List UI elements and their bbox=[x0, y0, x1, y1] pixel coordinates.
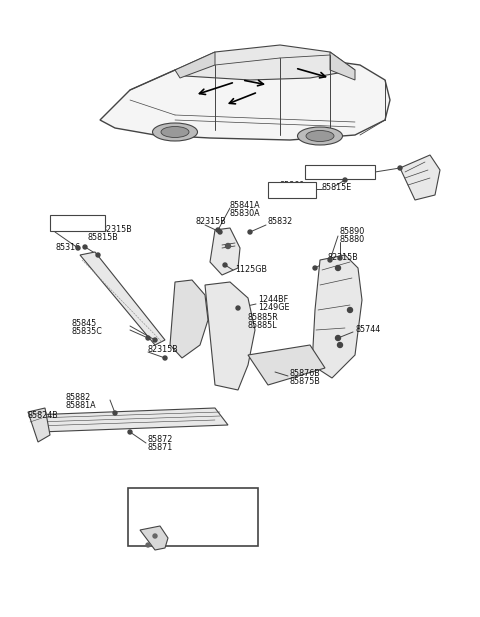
Bar bbox=[268, 182, 316, 198]
Circle shape bbox=[153, 534, 157, 538]
Polygon shape bbox=[248, 345, 325, 385]
Circle shape bbox=[216, 228, 220, 232]
Circle shape bbox=[113, 411, 117, 415]
Text: 85885R: 85885R bbox=[248, 313, 279, 323]
Text: 85871: 85871 bbox=[148, 444, 173, 452]
Text: 85876B: 85876B bbox=[290, 368, 321, 378]
Text: 85845: 85845 bbox=[72, 318, 97, 328]
Polygon shape bbox=[205, 282, 255, 390]
Text: 85839C: 85839C bbox=[324, 167, 355, 176]
Text: 85860: 85860 bbox=[279, 181, 305, 191]
Circle shape bbox=[146, 543, 150, 547]
Text: 85316: 85316 bbox=[55, 242, 80, 252]
Text: 85850: 85850 bbox=[279, 189, 305, 199]
Ellipse shape bbox=[298, 127, 343, 145]
Circle shape bbox=[336, 336, 340, 341]
Ellipse shape bbox=[153, 123, 197, 141]
Circle shape bbox=[76, 246, 80, 250]
Circle shape bbox=[128, 430, 132, 434]
Text: 85841A: 85841A bbox=[230, 201, 261, 210]
Polygon shape bbox=[210, 228, 240, 275]
Polygon shape bbox=[312, 255, 362, 378]
Text: 85815E: 85815E bbox=[322, 183, 352, 191]
Circle shape bbox=[83, 245, 87, 249]
Text: 85810: 85810 bbox=[65, 223, 90, 231]
Circle shape bbox=[336, 265, 340, 270]
Polygon shape bbox=[175, 45, 355, 80]
Text: 85880: 85880 bbox=[340, 236, 365, 244]
Polygon shape bbox=[140, 526, 168, 550]
Text: 82315B: 82315B bbox=[195, 218, 226, 226]
Circle shape bbox=[223, 263, 227, 267]
Circle shape bbox=[328, 258, 332, 262]
Circle shape bbox=[248, 230, 252, 234]
Text: 1244BF: 1244BF bbox=[258, 296, 288, 305]
Text: 85875B: 85875B bbox=[290, 376, 321, 386]
Text: (LH): (LH) bbox=[138, 494, 158, 502]
Circle shape bbox=[153, 338, 157, 342]
Circle shape bbox=[348, 307, 352, 312]
Text: 85815B: 85815B bbox=[88, 233, 119, 242]
Polygon shape bbox=[80, 252, 165, 345]
Bar bbox=[128, 488, 258, 546]
Ellipse shape bbox=[306, 131, 334, 141]
Polygon shape bbox=[30, 408, 228, 432]
Text: 85744: 85744 bbox=[355, 326, 380, 334]
Polygon shape bbox=[400, 155, 440, 200]
Circle shape bbox=[337, 342, 343, 347]
Circle shape bbox=[398, 166, 402, 170]
Polygon shape bbox=[28, 408, 50, 442]
Text: 85890: 85890 bbox=[340, 228, 365, 236]
Text: 85824B: 85824B bbox=[28, 410, 59, 420]
Circle shape bbox=[218, 230, 222, 234]
Text: 85832: 85832 bbox=[268, 218, 293, 226]
Bar bbox=[305, 165, 375, 179]
Circle shape bbox=[338, 256, 342, 260]
Text: 82315B: 82315B bbox=[328, 254, 359, 262]
Circle shape bbox=[226, 244, 230, 249]
Circle shape bbox=[313, 266, 317, 270]
Text: 82315B: 82315B bbox=[148, 346, 179, 355]
Text: 85882: 85882 bbox=[65, 394, 90, 402]
Text: 85823: 85823 bbox=[188, 531, 213, 539]
Ellipse shape bbox=[161, 126, 189, 138]
Polygon shape bbox=[175, 52, 215, 78]
Text: 85820: 85820 bbox=[65, 215, 90, 223]
Circle shape bbox=[146, 336, 150, 340]
Circle shape bbox=[343, 178, 347, 182]
Polygon shape bbox=[100, 58, 390, 140]
Circle shape bbox=[96, 253, 100, 257]
Text: 85872: 85872 bbox=[148, 436, 173, 444]
Text: 1125GB: 1125GB bbox=[235, 265, 267, 275]
Text: 85885L: 85885L bbox=[248, 321, 277, 331]
Text: 1249GE: 1249GE bbox=[258, 304, 289, 312]
Polygon shape bbox=[170, 280, 208, 358]
Text: 85881A: 85881A bbox=[65, 402, 96, 410]
Circle shape bbox=[236, 306, 240, 310]
Bar bbox=[50, 215, 105, 231]
Text: 85830A: 85830A bbox=[230, 209, 261, 218]
Circle shape bbox=[163, 356, 167, 360]
Text: 82315B: 82315B bbox=[102, 225, 133, 234]
Polygon shape bbox=[330, 52, 355, 80]
Text: 85835C: 85835C bbox=[72, 326, 103, 336]
